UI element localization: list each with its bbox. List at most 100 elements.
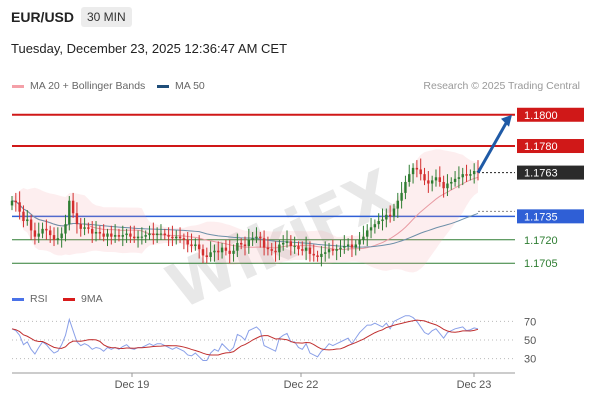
level-label-1.1720: 1.1720 — [524, 235, 558, 247]
candle-body — [48, 230, 52, 236]
candle-body — [236, 242, 239, 251]
level-label-1.1763: 1.1763 — [524, 168, 558, 180]
candle-body — [220, 247, 224, 253]
candle-body — [354, 244, 357, 248]
level-label-1.1800: 1.1800 — [524, 110, 558, 122]
bollinger-band-fill — [12, 149, 478, 273]
candle-body — [278, 244, 281, 253]
candle-body — [388, 214, 392, 217]
candle-body — [60, 233, 63, 239]
candle-body — [83, 227, 86, 229]
rsi-9ma-line — [11, 319, 479, 356]
candle-body — [14, 200, 18, 203]
rsi-line — [11, 315, 479, 362]
candle-body — [182, 238, 186, 240]
candle-body — [71, 200, 75, 214]
candle-body — [75, 213, 79, 225]
candle-body — [255, 236, 258, 239]
candle-body — [102, 233, 105, 237]
candle-body — [29, 219, 33, 231]
candle-body — [293, 246, 296, 248]
candle-body — [453, 178, 457, 182]
candle-body — [159, 233, 163, 235]
candle-body — [33, 230, 37, 237]
candle-body — [358, 239, 361, 245]
time-axis-label-2: Dec 23 — [457, 379, 492, 391]
candle-body — [434, 177, 438, 181]
time-axis: Dec 19 Dec 22 Dec 23 — [12, 372, 515, 391]
level-label-box-1.1735 — [517, 209, 584, 224]
candle-body — [155, 233, 159, 236]
candle-body — [87, 227, 90, 229]
candle-body — [259, 236, 262, 239]
datetime-label: Tuesday, December 23, 2025 12:36:47 AM C… — [11, 41, 288, 56]
candle-body — [270, 249, 273, 251]
candle-body — [106, 233, 109, 237]
candle-body — [239, 242, 243, 245]
candle-body — [194, 244, 197, 247]
candle-body — [289, 241, 293, 247]
candle-body — [94, 231, 98, 234]
candle-body — [281, 242, 285, 245]
candle-body — [331, 249, 335, 251]
ma20-label: MA 20 + Bollinger Bands — [30, 80, 146, 92]
candle-body — [251, 238, 254, 240]
candle-body — [392, 208, 396, 217]
candle-body — [52, 235, 56, 240]
legend-ma50: MA 50 — [157, 80, 205, 92]
candle-body — [41, 228, 44, 234]
candle-body — [68, 200, 71, 225]
candle-body — [10, 200, 14, 206]
rsi-axis-label-30: 30 — [524, 354, 536, 366]
candle-body — [465, 174, 468, 176]
candle-body — [327, 249, 331, 253]
rsi-axis-label-50: 50 — [524, 335, 536, 347]
candle-body — [423, 174, 426, 181]
candles-layer — [10, 158, 480, 267]
candle-body — [171, 236, 174, 239]
candle-body — [316, 255, 319, 257]
candle-body — [217, 250, 220, 253]
level-labels-layer: 1.1800 1.1780 1.1763 1.1735 1.1720 1.1705 — [517, 107, 584, 270]
candle-body — [148, 233, 151, 236]
candle-body — [461, 174, 464, 178]
candle-body — [415, 167, 419, 170]
time-axis-label-1: Dec 22 — [284, 379, 319, 391]
ma50-swatch — [157, 84, 169, 88]
candle-body — [178, 236, 182, 239]
candle-body — [232, 250, 235, 254]
symbol-title: EUR/USD — [11, 9, 75, 25]
candle-body — [113, 235, 117, 237]
candle-body — [26, 219, 29, 222]
candle-body — [457, 177, 461, 179]
candle-body — [133, 236, 136, 239]
candle-body — [37, 233, 40, 237]
ma9-swatch — [63, 297, 75, 301]
candle-body — [362, 236, 365, 240]
candle-body — [346, 244, 350, 247]
rsi-panel: 70 50 30 — [11, 315, 536, 366]
timeframe-button[interactable]: 30 MIN — [81, 7, 132, 27]
level-label-box-1.1780 — [517, 139, 584, 154]
candle-body — [308, 247, 312, 254]
candle-body — [343, 246, 346, 248]
candle-body — [285, 241, 289, 243]
candle-body — [419, 169, 422, 175]
rsi-swatch — [12, 297, 24, 301]
candle-body — [301, 249, 304, 251]
projection-arrow-shaft — [476, 119, 510, 174]
candle-body — [125, 233, 128, 236]
candle-body — [320, 253, 323, 257]
level-label-1.1780: 1.1780 — [524, 141, 558, 153]
candle-body — [247, 239, 251, 247]
candle-body — [377, 221, 380, 225]
candle-body — [22, 211, 25, 222]
candle-body — [396, 200, 399, 209]
candle-body — [64, 224, 67, 234]
candle-body — [129, 233, 132, 237]
candle-body — [201, 249, 205, 256]
candle-body — [400, 192, 403, 201]
candle-body — [186, 239, 189, 245]
legend-rsi: RSI — [12, 293, 48, 305]
